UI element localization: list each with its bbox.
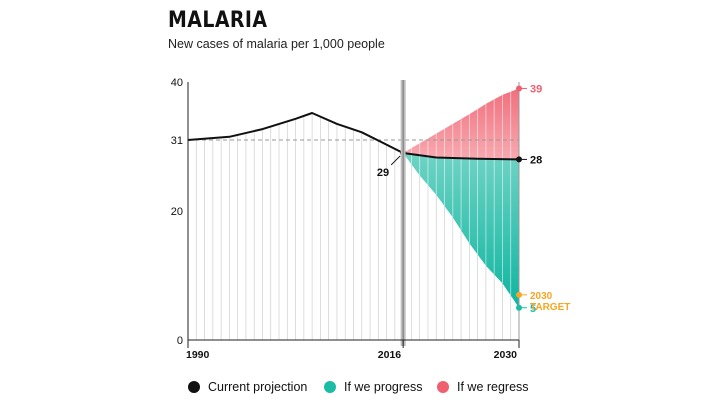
legend-item-regress: If we regress <box>437 380 529 394</box>
x-tick-label: 1990 <box>186 349 210 361</box>
target-label-line2: TARGET <box>530 302 570 313</box>
scenario-areas <box>403 88 519 308</box>
legend-swatch-current <box>188 381 200 393</box>
legend-label-progress: If we progress <box>344 380 423 394</box>
legend-item-current: Current projection <box>188 380 307 394</box>
chart-title: MALARIA <box>168 8 268 33</box>
y-tick-label: 31 <box>171 135 183 147</box>
x-tick-label: 2016 <box>378 349 402 361</box>
vertical-gridlines <box>195 112 512 340</box>
regress-end-label: 39 <box>530 83 542 95</box>
y-tick-label: 20 <box>171 206 183 218</box>
start-leader <box>390 155 401 166</box>
x-tick-label: 2030 <box>494 349 518 361</box>
current-projection-line <box>187 112 520 161</box>
start-value-label: 29 <box>377 167 389 179</box>
y-tick-label: 0 <box>177 335 183 347</box>
progress-area <box>403 153 519 308</box>
legend-label-regress: If we regress <box>457 380 529 394</box>
legend-item-progress: If we progress <box>324 380 423 394</box>
y-tick-label: 40 <box>171 77 183 89</box>
legend-swatch-regress <box>437 381 449 393</box>
legend-label-current: Current projection <box>208 380 308 394</box>
current-end-label: 28 <box>530 154 542 166</box>
target-label-line1: 2030 <box>530 291 553 302</box>
legend: Current projection If we progress If we … <box>0 380 720 398</box>
chart-subtitle: New cases of malaria per 1,000 people <box>168 37 385 51</box>
axes: 0 20 31 40 1990 2016 2030 <box>171 77 520 361</box>
progress-end-label: 5 <box>530 303 536 315</box>
legend-swatch-progress <box>324 381 336 393</box>
